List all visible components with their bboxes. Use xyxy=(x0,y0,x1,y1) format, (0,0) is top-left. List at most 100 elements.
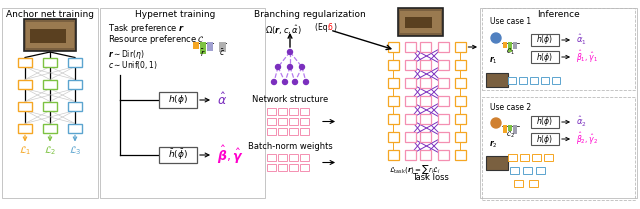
Bar xyxy=(43,79,57,88)
Bar xyxy=(419,42,431,52)
Text: Branching regularization: Branching regularization xyxy=(254,10,366,19)
Bar xyxy=(387,114,399,124)
Text: Anchor net training: Anchor net training xyxy=(6,10,94,19)
Circle shape xyxy=(292,79,298,84)
Bar xyxy=(503,125,507,133)
Bar xyxy=(159,92,197,108)
Text: Network structure: Network structure xyxy=(252,95,328,104)
Bar xyxy=(438,114,449,124)
Circle shape xyxy=(287,65,292,70)
Text: $\bar{r}$: $\bar{r}$ xyxy=(200,47,206,59)
Text: $\mathcal{L}_1$: $\mathcal{L}_1$ xyxy=(19,144,31,157)
Circle shape xyxy=(282,79,287,84)
Bar xyxy=(68,124,82,133)
Text: ): ) xyxy=(333,23,336,32)
Text: Hypernet training: Hypernet training xyxy=(135,10,215,19)
Bar xyxy=(387,60,399,70)
Circle shape xyxy=(275,65,280,70)
Text: $c\sim\mathrm{Unif}(0,1)$: $c\sim\mathrm{Unif}(0,1)$ xyxy=(108,59,157,71)
Bar xyxy=(159,147,197,163)
Bar xyxy=(438,132,449,142)
Bar xyxy=(278,154,287,161)
Text: $\mathcal{C}_1$: $\mathcal{C}_1$ xyxy=(506,47,515,57)
Bar xyxy=(267,118,276,125)
Bar xyxy=(454,132,465,142)
Bar xyxy=(531,34,559,46)
Text: $\hat{\alpha}_1$: $\hat{\alpha}_1$ xyxy=(576,33,587,47)
Bar xyxy=(454,78,465,88)
Bar xyxy=(419,96,431,106)
Bar xyxy=(289,154,298,161)
Bar xyxy=(508,42,512,52)
Bar xyxy=(289,164,298,171)
Bar xyxy=(531,116,559,128)
Circle shape xyxy=(491,33,501,43)
Bar xyxy=(289,118,298,125)
Bar xyxy=(278,108,287,115)
Text: $\bar{c}$: $\bar{c}$ xyxy=(220,47,225,58)
Bar xyxy=(43,57,57,66)
Bar xyxy=(480,8,637,198)
Text: $h(\phi)$: $h(\phi)$ xyxy=(536,133,554,145)
Bar xyxy=(207,42,212,51)
Bar xyxy=(503,42,507,48)
Bar xyxy=(404,114,415,124)
Text: 6: 6 xyxy=(328,23,333,32)
Text: $\Omega(\boldsymbol{r}, c, \hat{\alpha})$: $\Omega(\boldsymbol{r}, c, \hat{\alpha})… xyxy=(265,23,302,37)
Bar xyxy=(300,118,309,125)
Circle shape xyxy=(491,118,501,128)
Bar xyxy=(387,96,399,106)
Bar xyxy=(404,17,431,28)
Bar xyxy=(278,164,287,171)
Bar xyxy=(438,78,449,88)
Bar xyxy=(267,164,276,171)
Text: $\mathcal{L}_2$: $\mathcal{L}_2$ xyxy=(44,144,56,157)
Bar xyxy=(454,60,465,70)
Bar xyxy=(278,118,287,125)
Bar xyxy=(300,154,309,161)
Bar xyxy=(404,60,415,70)
Text: Use case 1: Use case 1 xyxy=(490,17,531,26)
Text: Resource preference $\mathcal{C}$: Resource preference $\mathcal{C}$ xyxy=(108,33,205,46)
Bar xyxy=(536,167,545,173)
Bar xyxy=(18,124,32,133)
Bar xyxy=(300,108,309,115)
Bar xyxy=(267,108,276,115)
Text: $h(\phi)$: $h(\phi)$ xyxy=(536,116,554,129)
Text: $\bar{h}(\bar{\phi})$: $\bar{h}(\bar{\phi})$ xyxy=(168,148,188,162)
Text: $\mathcal{L}_3$: $\mathcal{L}_3$ xyxy=(68,144,81,157)
Bar xyxy=(404,150,415,160)
Bar xyxy=(486,156,508,170)
Bar xyxy=(520,153,529,161)
Bar xyxy=(513,180,522,186)
Bar xyxy=(24,19,76,51)
Text: $\boldsymbol{r}\sim\mathrm{Dir}(\eta)$: $\boldsymbol{r}\sim\mathrm{Dir}(\eta)$ xyxy=(108,48,145,61)
Bar xyxy=(438,42,449,52)
Bar xyxy=(68,102,82,111)
Bar xyxy=(454,150,465,160)
Bar xyxy=(522,167,531,173)
Bar xyxy=(219,42,226,52)
Bar xyxy=(18,102,32,111)
Bar xyxy=(531,51,559,63)
Bar xyxy=(419,114,431,124)
Bar xyxy=(387,42,399,52)
Bar xyxy=(530,76,538,84)
Bar xyxy=(399,11,440,33)
Bar xyxy=(267,154,276,161)
Bar xyxy=(387,132,399,142)
Bar xyxy=(43,102,57,111)
Text: Task loss: Task loss xyxy=(412,173,449,182)
Bar xyxy=(404,132,415,142)
Bar xyxy=(100,8,265,198)
Circle shape xyxy=(271,79,276,84)
Text: $h(\phi)$: $h(\phi)$ xyxy=(536,33,554,46)
Text: $\hat{\boldsymbol{\beta}},\hat{\boldsymbol{\gamma}}$: $\hat{\boldsymbol{\beta}},\hat{\boldsymb… xyxy=(217,144,244,166)
Bar xyxy=(404,78,415,88)
Bar xyxy=(26,22,74,48)
Bar xyxy=(508,153,516,161)
Bar xyxy=(419,132,431,142)
Bar xyxy=(289,128,298,135)
Text: $\mathcal{L}_\mathrm{task}(\boldsymbol{r})=\sum_i r_i\mathcal{L}_i$: $\mathcal{L}_\mathrm{task}(\boldsymbol{r… xyxy=(389,163,441,181)
Bar xyxy=(541,76,549,84)
